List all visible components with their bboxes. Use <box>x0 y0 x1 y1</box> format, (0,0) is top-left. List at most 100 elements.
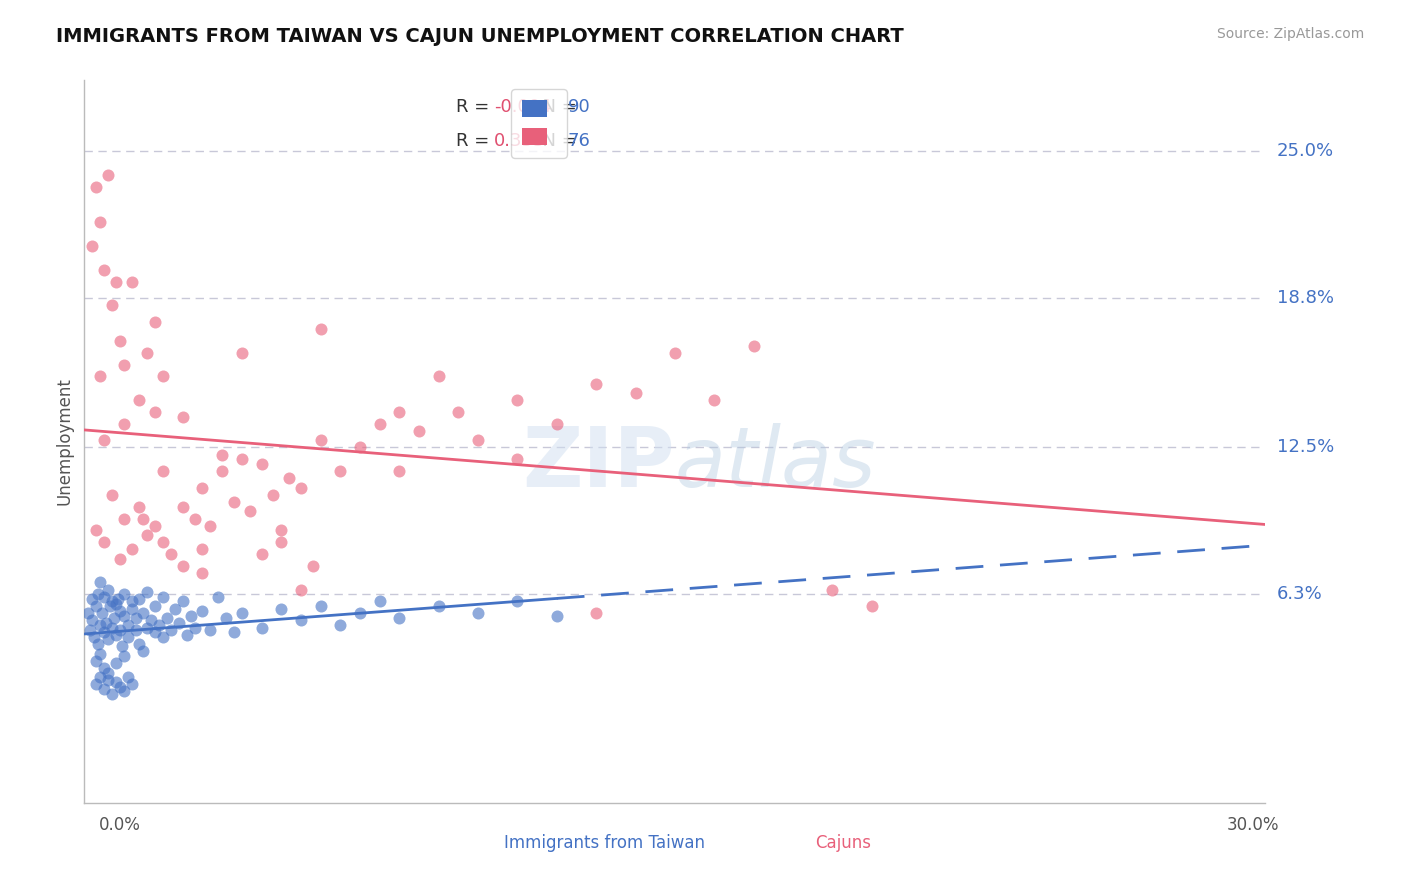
Point <box>121 601 143 615</box>
Y-axis label: Unemployment: Unemployment <box>55 377 73 506</box>
Point <box>98 599 121 614</box>
Point <box>87 637 110 651</box>
Point <box>112 648 135 663</box>
Point <box>101 687 124 701</box>
Point <box>124 623 146 637</box>
Point <box>250 547 273 561</box>
Point <box>191 542 214 557</box>
Point <box>262 488 284 502</box>
Point <box>93 535 115 549</box>
Point <box>183 511 205 525</box>
Point <box>200 623 222 637</box>
Text: 25.0%: 25.0% <box>1277 143 1334 161</box>
Point <box>143 405 166 419</box>
Point <box>167 615 190 630</box>
Point <box>79 623 101 637</box>
Point <box>183 620 205 634</box>
Point <box>191 604 214 618</box>
Text: R =: R = <box>457 98 495 116</box>
Point <box>91 607 114 621</box>
Point <box>148 618 170 632</box>
Point <box>349 441 371 455</box>
Point <box>278 471 301 485</box>
Point <box>124 611 146 625</box>
Point <box>309 322 332 336</box>
Point <box>191 566 214 580</box>
Text: atlas: atlas <box>675 423 876 504</box>
Point <box>103 611 125 625</box>
Point <box>270 601 292 615</box>
Text: 0.0%: 0.0% <box>98 815 141 833</box>
Point <box>84 524 107 538</box>
Point <box>290 614 312 628</box>
Point <box>84 677 107 691</box>
Point <box>104 627 127 641</box>
Point <box>207 590 229 604</box>
Point <box>121 275 143 289</box>
Point <box>143 599 166 614</box>
Point <box>101 298 124 312</box>
Point <box>136 528 159 542</box>
Point <box>172 500 194 514</box>
Point <box>231 345 253 359</box>
Point <box>309 434 332 448</box>
Point <box>97 168 120 182</box>
Point <box>107 592 129 607</box>
Point <box>152 464 174 478</box>
Point <box>427 599 450 614</box>
Point <box>156 611 179 625</box>
Point <box>128 592 150 607</box>
Point <box>467 434 489 448</box>
Point <box>163 601 186 615</box>
Point <box>388 405 411 419</box>
Point <box>93 625 115 640</box>
Text: 30.0%: 30.0% <box>1227 815 1279 833</box>
Point <box>108 604 131 618</box>
Point <box>104 675 127 690</box>
Point <box>82 592 104 607</box>
Point <box>132 644 155 658</box>
Text: 6.3%: 6.3% <box>1277 585 1322 603</box>
Text: -0.004: -0.004 <box>494 98 551 116</box>
Text: 90: 90 <box>568 98 591 116</box>
Point <box>222 625 245 640</box>
Point <box>121 677 143 691</box>
Point <box>84 599 107 614</box>
Point <box>101 594 124 608</box>
Point <box>703 393 725 408</box>
Legend: , : , <box>510 89 567 158</box>
Point <box>97 673 120 687</box>
Point <box>93 682 115 697</box>
Point <box>84 180 107 194</box>
Point <box>84 654 107 668</box>
Text: N =: N = <box>531 132 582 150</box>
Point <box>180 608 202 623</box>
Point <box>290 481 312 495</box>
Point <box>101 620 124 634</box>
Point <box>172 594 194 608</box>
Point <box>585 607 607 621</box>
Point <box>112 358 135 372</box>
Point <box>152 535 174 549</box>
Point <box>89 575 111 590</box>
Point <box>172 409 194 424</box>
Text: 12.5%: 12.5% <box>1277 439 1334 457</box>
Point <box>104 656 127 670</box>
Point <box>93 262 115 277</box>
Point <box>121 594 143 608</box>
Point <box>108 551 131 566</box>
Point <box>506 594 529 608</box>
Point <box>301 558 323 573</box>
Point <box>97 632 120 647</box>
Point <box>585 376 607 391</box>
Point <box>83 630 105 644</box>
Point <box>136 345 159 359</box>
Point <box>349 607 371 621</box>
Point <box>222 495 245 509</box>
Point <box>152 590 174 604</box>
Point <box>152 630 174 644</box>
Point <box>112 608 135 623</box>
Point <box>172 558 194 573</box>
Text: Cajuns: Cajuns <box>815 834 872 852</box>
Point <box>250 457 273 471</box>
